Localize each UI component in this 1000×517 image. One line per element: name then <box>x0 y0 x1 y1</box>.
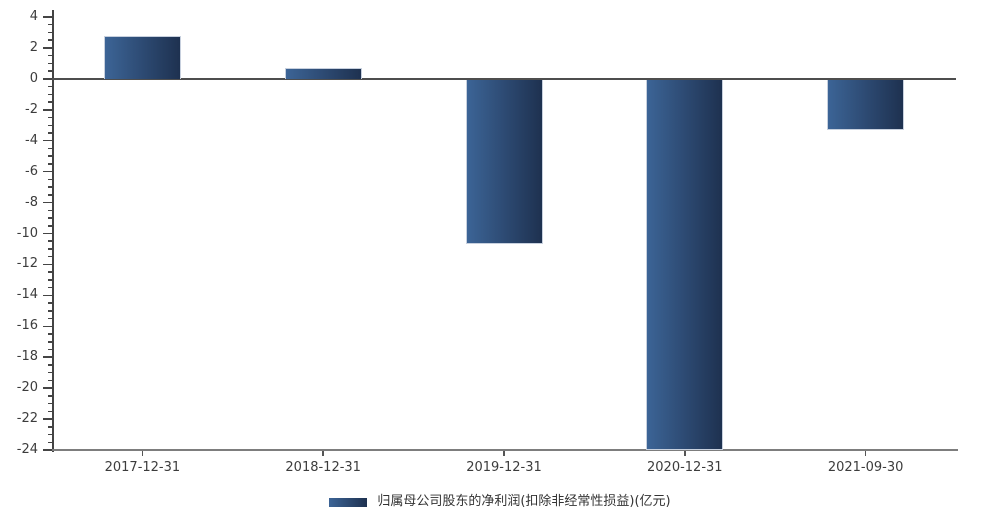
y-minor-tick <box>48 31 52 34</box>
y-tick-label: -12 <box>16 256 38 272</box>
y-minor-tick <box>48 186 52 188</box>
y-tick-label: -24 <box>16 442 38 457</box>
y-tick-label: -2 <box>25 101 38 117</box>
y-minor-tick <box>48 39 52 41</box>
x-tick-label: 2018-12-31 <box>285 460 361 475</box>
y-minor-tick <box>48 147 52 150</box>
y-tick-label: -4 <box>25 132 38 148</box>
y-minor-tick <box>48 85 52 88</box>
y-minor-tick <box>48 124 52 126</box>
y-major-tick <box>43 47 52 49</box>
y-minor-tick <box>48 101 52 103</box>
x-axis-line <box>52 449 958 451</box>
y-minor-tick <box>48 225 52 227</box>
x-tick-label: 2017-12-31 <box>104 460 181 475</box>
zero-baseline <box>52 77 956 80</box>
legend-swatch-icon <box>329 497 368 507</box>
x-axis-tick <box>684 451 686 456</box>
y-minor-tick <box>48 217 52 219</box>
y-minor-tick <box>48 310 52 312</box>
legend[interactable]: 归属母公司股东的净利润(扣除非经常性损益)(亿元) <box>0 492 1000 512</box>
y-minor-tick <box>48 178 52 181</box>
y-major-tick <box>43 387 52 389</box>
y-tick-label: -10 <box>16 225 38 241</box>
y-minor-tick <box>48 371 52 374</box>
x-axis-tick <box>322 451 324 456</box>
y-minor-tick <box>48 341 52 343</box>
legend-label: 归属母公司股东的净利润(扣除非经常性损益)(亿元) <box>377 494 671 509</box>
y-minor-tick <box>48 240 52 242</box>
y-tick-label: -6 <box>25 163 38 179</box>
y-minor-tick <box>48 93 52 96</box>
y-minor-tick <box>48 23 52 26</box>
y-major-tick <box>43 78 52 80</box>
y-major-tick <box>43 449 52 451</box>
y-minor-tick <box>48 279 52 281</box>
y-tick-label: -20 <box>16 380 38 396</box>
y-major-tick <box>43 356 52 358</box>
y-minor-tick <box>48 155 52 157</box>
y-tick-label: 4 <box>29 9 38 24</box>
y-major-tick <box>43 263 52 266</box>
x-tick-label: 2020-12-31 <box>647 460 723 475</box>
bar-2018-12-31[interactable] <box>284 68 362 79</box>
y-tick-label: 2 <box>29 39 38 55</box>
y-minor-tick <box>48 194 52 196</box>
y-minor-tick <box>48 248 52 250</box>
y-minor-tick <box>48 209 52 212</box>
bar-2017-12-31[interactable] <box>103 36 181 79</box>
y-tick-label: -8 <box>25 194 38 210</box>
y-major-tick <box>43 418 52 420</box>
y-tick-label: -22 <box>16 411 38 427</box>
y-minor-tick <box>48 433 52 436</box>
x-axis-tick <box>864 451 867 456</box>
y-minor-tick <box>48 271 52 273</box>
y-minor-tick <box>48 379 52 382</box>
y-major-tick <box>43 232 52 235</box>
x-tick-label: 2019-12-31 <box>466 460 542 475</box>
y-major-tick <box>43 201 52 204</box>
y-minor-tick <box>48 317 52 320</box>
y-major-tick <box>43 109 52 111</box>
y-minor-tick <box>48 333 52 335</box>
y-minor-tick <box>48 255 52 258</box>
y-major-tick <box>43 294 52 297</box>
y-major-tick <box>43 170 52 173</box>
y-tick-label: -18 <box>16 349 38 365</box>
bar-2019-12-31[interactable] <box>465 79 543 245</box>
y-minor-tick <box>48 348 52 351</box>
x-tick-label: 2021-09-30 <box>827 460 904 475</box>
y-minor-tick <box>48 402 52 405</box>
y-minor-tick <box>48 54 52 57</box>
y-minor-tick <box>48 163 52 165</box>
y-minor-tick <box>48 410 52 413</box>
y-minor-tick <box>48 62 52 65</box>
y-axis-line <box>52 10 54 452</box>
y-minor-tick <box>48 426 52 428</box>
y-minor-tick <box>48 116 52 119</box>
y-minor-tick <box>48 441 52 444</box>
bar-2020-12-31[interactable] <box>646 79 724 450</box>
y-minor-tick <box>48 395 52 397</box>
y-major-tick <box>43 16 52 18</box>
y-major-tick <box>43 139 52 142</box>
y-tick-label: -14 <box>16 287 38 303</box>
y-minor-tick <box>48 132 52 134</box>
y-minor-tick <box>48 286 52 289</box>
bar-2021-09-30[interactable] <box>827 79 905 130</box>
x-axis-tick <box>503 451 505 456</box>
x-axis-tick <box>141 451 144 456</box>
y-minor-tick <box>48 70 52 72</box>
y-minor-tick <box>48 364 52 366</box>
y-minor-tick <box>48 302 52 304</box>
y-tick-label: 0 <box>29 70 38 86</box>
y-tick-label: -16 <box>16 318 38 334</box>
y-major-tick <box>43 325 52 328</box>
